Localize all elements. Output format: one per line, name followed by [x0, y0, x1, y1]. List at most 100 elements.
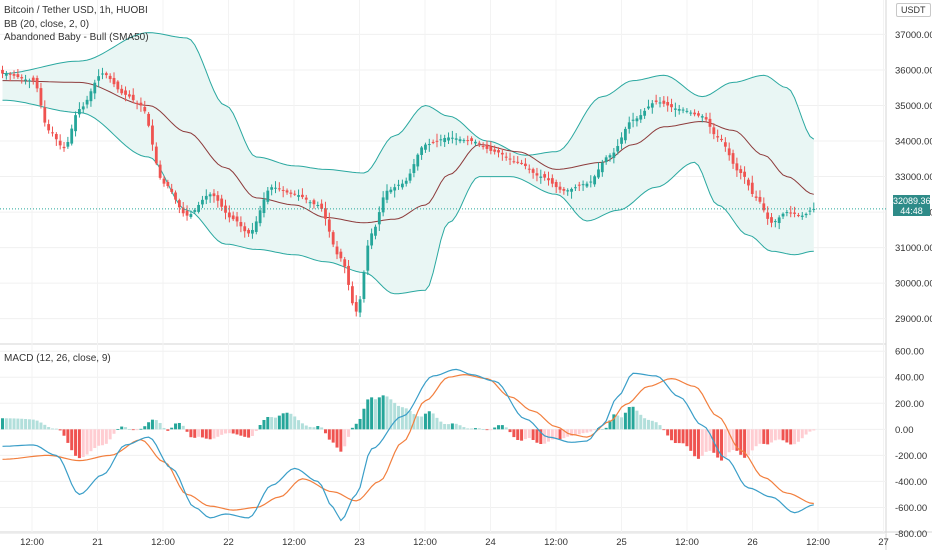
macd-histogram-bar — [112, 429, 116, 434]
macd-histogram-bar — [766, 429, 770, 445]
candle-body — [81, 106, 85, 110]
candle-body — [727, 148, 731, 156]
macd-histogram-bar — [427, 411, 431, 430]
macd-histogram-bar — [693, 429, 697, 457]
candle-body — [201, 199, 204, 205]
candle-body — [643, 110, 647, 116]
macd-histogram-bar — [62, 429, 66, 436]
candle-body — [681, 109, 685, 111]
candle-body — [281, 189, 285, 191]
legend-pattern[interactable]: Abandoned Baby - Bull (SMA50) — [4, 32, 149, 43]
macd-histogram-bar — [312, 427, 316, 430]
macd-histogram-bar — [685, 429, 689, 447]
macd-histogram-bar — [435, 417, 439, 430]
candle-body — [439, 139, 443, 141]
candle-body — [274, 187, 277, 189]
macd-histogram-bar — [8, 418, 12, 430]
macd-histogram-bar — [454, 423, 458, 430]
macd-histogram-bar — [458, 425, 462, 430]
macd-histogram-bar — [247, 429, 251, 438]
candle-body — [362, 272, 366, 299]
candle-body — [97, 76, 101, 81]
macd-histogram-bar — [762, 429, 766, 444]
macd-histogram-bar — [116, 429, 120, 430]
macd-histogram-bar — [708, 429, 712, 451]
macd-histogram-bar — [81, 429, 85, 458]
macd-histogram-bar — [154, 420, 158, 430]
candle-body — [435, 140, 439, 142]
macd-histogram-bar — [385, 396, 389, 430]
candle-body — [43, 107, 47, 123]
candle-body — [193, 210, 197, 212]
macd-histogram-bar — [739, 429, 743, 455]
macd-histogram-bar — [812, 429, 816, 431]
candle-body — [708, 118, 712, 127]
candle-body — [62, 146, 66, 149]
currency-button[interactable]: USDT — [896, 3, 931, 17]
macd-histogram-bar — [108, 429, 112, 440]
macd-histogram-bar — [577, 429, 581, 435]
macd-histogram-bar — [54, 428, 58, 430]
candle-body — [766, 212, 770, 219]
macd-histogram-bar — [70, 429, 74, 451]
candle-body — [424, 144, 427, 150]
candle-body — [170, 188, 174, 192]
candle-body — [562, 188, 566, 191]
macd-histogram-bar — [466, 428, 470, 430]
macd-histogram-bar — [500, 425, 504, 430]
bollinger-upper-line — [2, 32, 815, 174]
candle-body — [374, 226, 377, 236]
candle-body — [366, 245, 370, 271]
macd-histogram-bar — [358, 418, 362, 430]
legend-symbol[interactable]: Bitcoin / Tether USD, 1h, HUOBI — [4, 5, 148, 16]
macd-histogram-bar — [50, 428, 54, 430]
macd-histogram-bar — [1, 418, 4, 430]
candle-body — [689, 112, 693, 114]
candle-body — [600, 162, 604, 173]
time-tick-label: 12:00 — [282, 537, 306, 548]
candle-body — [78, 109, 81, 115]
macd-histogram-bar — [270, 417, 274, 430]
macd-tick-label: -200.00 — [895, 451, 927, 462]
macd-histogram-bar — [347, 429, 351, 437]
macd-histogram-bar — [254, 429, 258, 432]
time-tick-label: 25 — [616, 537, 627, 548]
macd-histogram-bar — [216, 429, 220, 437]
candle-body — [620, 137, 623, 144]
candle-body — [581, 184, 585, 186]
candle-body — [658, 102, 662, 104]
macd-histogram-bar — [31, 419, 35, 430]
macd-histogram-bar — [277, 415, 281, 430]
macd-histogram-bar — [550, 429, 554, 440]
candle-body — [777, 217, 781, 224]
time-tick-label: 26 — [747, 537, 758, 548]
candle-body — [420, 147, 424, 155]
candle-body — [16, 74, 20, 78]
candle-body — [39, 88, 43, 106]
macd-histogram-bar — [300, 423, 304, 430]
macd-histogram-bar — [793, 429, 797, 445]
macd-histogram-bar — [666, 429, 670, 436]
macd-histogram-bar — [250, 429, 254, 436]
macd-histogram-bar — [704, 429, 708, 452]
candle-body — [343, 259, 347, 267]
macd-histogram-bar — [339, 429, 343, 452]
time-tick-label: 24 — [485, 537, 496, 548]
candle-body — [531, 169, 535, 173]
candle-body — [593, 176, 597, 185]
macd-histogram-bar — [473, 428, 477, 430]
candle-body — [700, 116, 704, 118]
candle-body — [89, 91, 93, 102]
candle-body — [58, 140, 62, 146]
candle-body — [331, 232, 335, 245]
macd-histogram-bar — [293, 416, 297, 430]
legend-bollinger[interactable]: BB (20, close, 2, 0) — [4, 19, 90, 30]
legend-macd[interactable]: MACD (12, 26, close, 9) — [4, 353, 111, 364]
candle-body — [520, 162, 523, 164]
bollinger-bands — [2, 32, 815, 295]
macd-histogram-bar — [100, 429, 104, 446]
macd-histogram-bar — [235, 429, 239, 435]
macd-histogram-bar — [543, 429, 547, 444]
macd-histogram-bar — [170, 427, 174, 430]
